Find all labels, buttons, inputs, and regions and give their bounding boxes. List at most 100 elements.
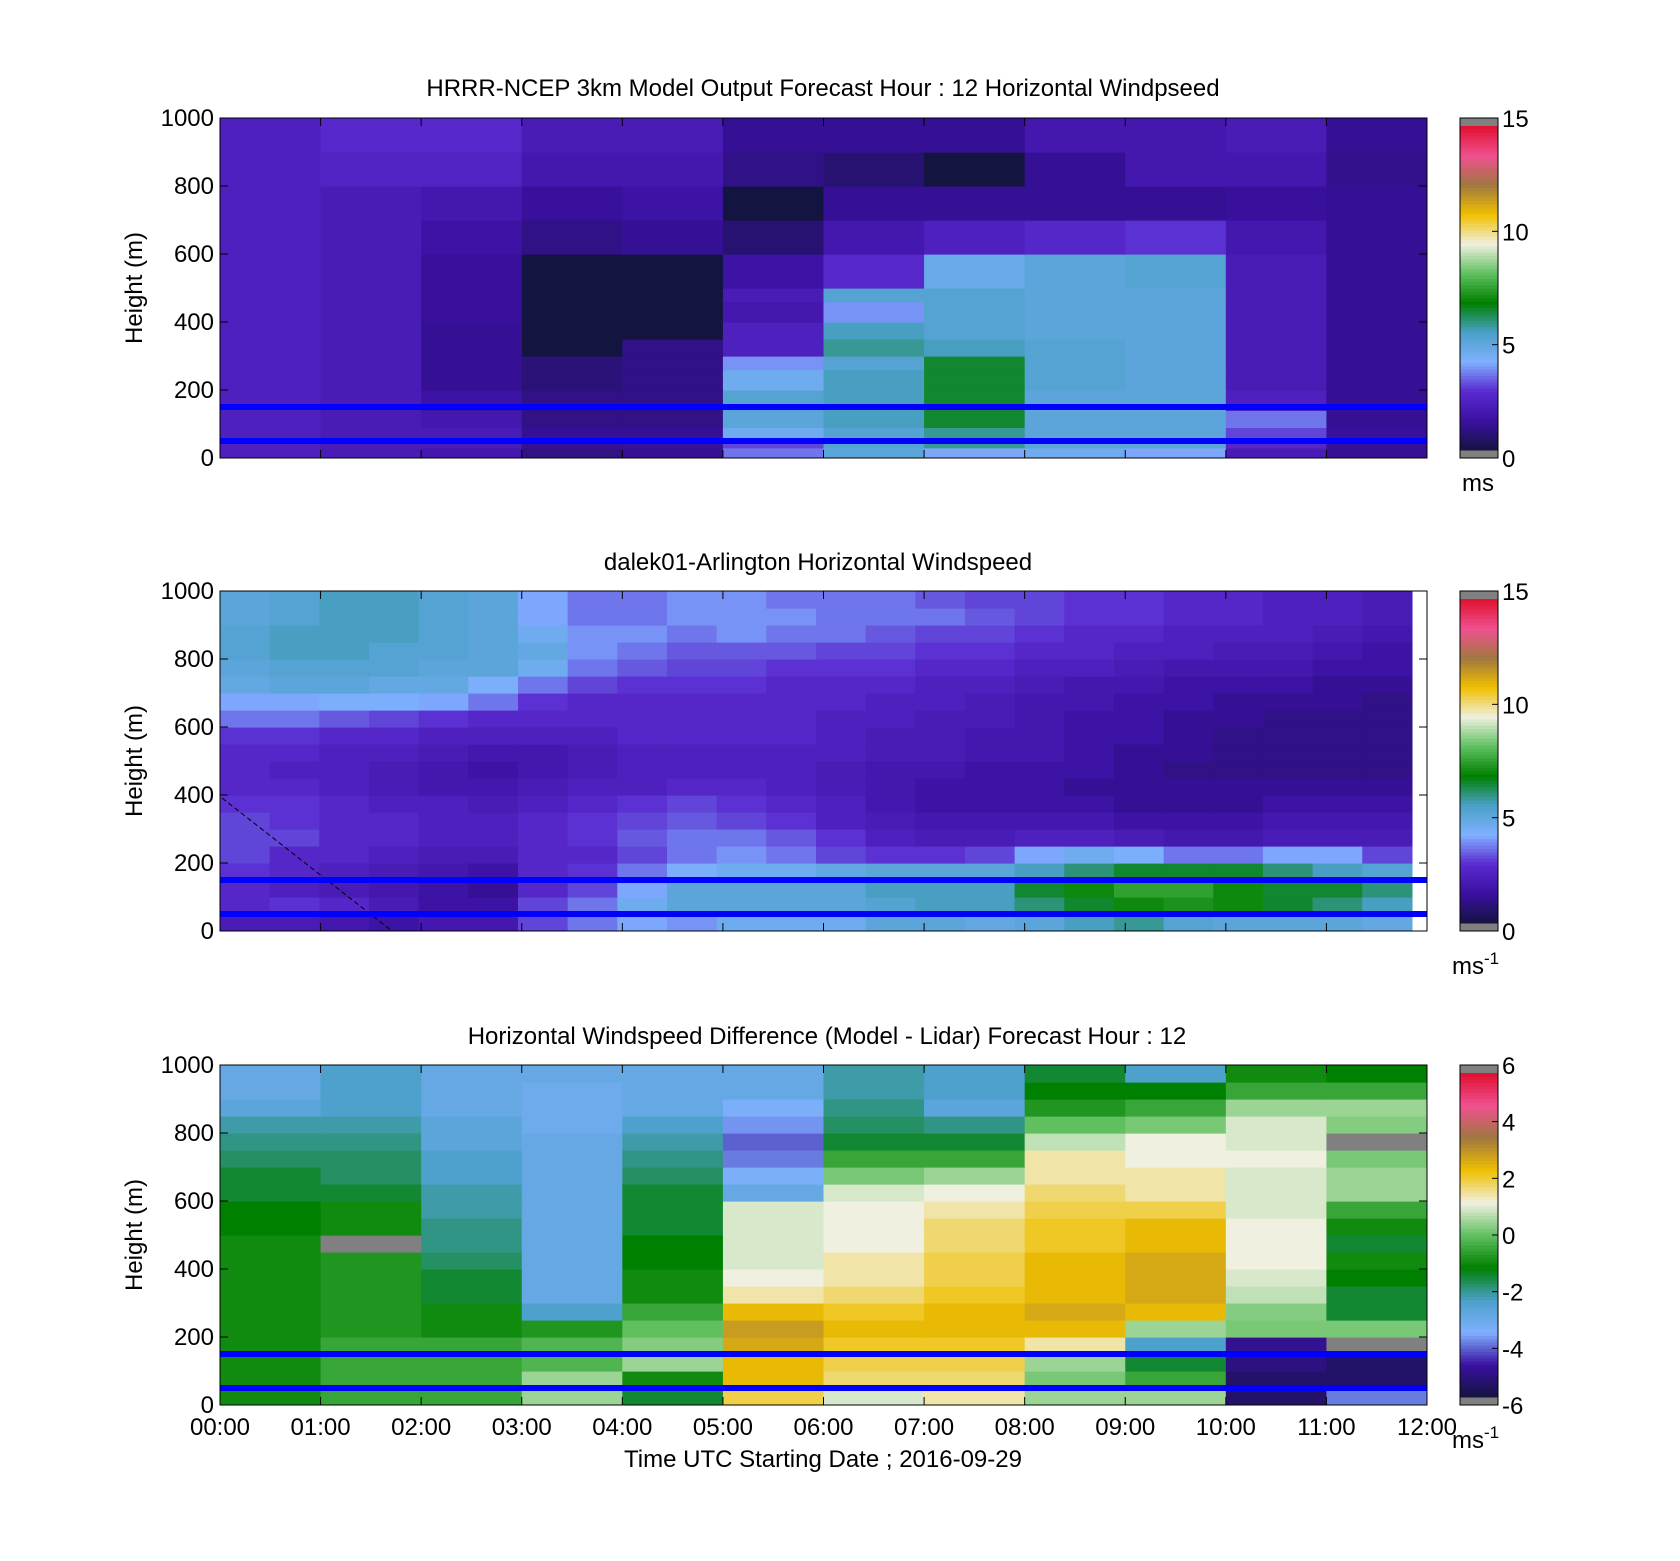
- heatmap-cell: [567, 710, 618, 728]
- heatmap-cell: [964, 693, 1016, 711]
- heatmap-cell: [1125, 1354, 1227, 1372]
- colorbar-swatch: [1460, 232, 1498, 237]
- heatmap-cell: [269, 744, 320, 762]
- heatmap-cell: [1125, 1201, 1227, 1219]
- heatmap-cell: [1113, 795, 1165, 813]
- y-tick-label: 800: [174, 173, 214, 200]
- heatmap-cell: [622, 369, 724, 391]
- heatmap-cell: [421, 1133, 523, 1151]
- colorbar-swatch: [1460, 1277, 1498, 1281]
- heatmap-cell: [1125, 447, 1227, 458]
- heatmap-cell: [1014, 863, 1065, 881]
- heatmap-cell: [320, 288, 422, 303]
- colorbar-swatch: [1460, 1118, 1498, 1123]
- heatmap-cell: [766, 795, 817, 813]
- heatmap-cell: [1163, 710, 1214, 728]
- heatmap-cell: [1326, 1201, 1427, 1219]
- heatmap-cell: [617, 659, 668, 677]
- heatmap-cell: [1326, 152, 1427, 187]
- colorbar-swatch: [1460, 336, 1498, 341]
- colorbar-swatch: [1460, 168, 1498, 172]
- x-tick-label: 04:00: [592, 1414, 652, 1441]
- heatmap-cell: [622, 118, 724, 153]
- colorbar-swatch: [1460, 1154, 1498, 1158]
- heatmap-cell: [815, 591, 867, 609]
- colorbar-swatch: [1460, 770, 1498, 775]
- heatmap-cell: [421, 1235, 523, 1253]
- heatmap-cell: [220, 591, 271, 609]
- heatmap-cell: [1262, 880, 1314, 898]
- colorbar-swatch: [1460, 660, 1498, 665]
- colorbar-tick-label: 0: [1502, 919, 1515, 946]
- heatmap-cell: [622, 1099, 724, 1117]
- heatmap-cell: [1125, 1371, 1227, 1389]
- heatmap-cell: [1024, 1371, 1126, 1389]
- colorbar-swatch: [1460, 786, 1498, 791]
- y-tick-label: 200: [174, 850, 214, 877]
- heatmap-cell: [521, 1354, 623, 1372]
- x-tick-label: 08:00: [995, 1414, 1055, 1441]
- colorbar-swatch: [1460, 1199, 1498, 1204]
- colorbar-swatch: [1460, 281, 1498, 286]
- heatmap-cell: [468, 727, 519, 745]
- colorbar-swatch: [1460, 602, 1498, 606]
- colorbar-swatch: [1460, 611, 1498, 616]
- heatmap-cell: [722, 1167, 825, 1185]
- colorbar-swatch: [1460, 440, 1498, 445]
- heatmap-cell: [716, 829, 767, 847]
- colorbar-swatch: [1460, 1348, 1498, 1353]
- heatmap-cell: [521, 1116, 623, 1134]
- heatmap-cell: [722, 1269, 825, 1287]
- heatmap-cell: [617, 812, 668, 830]
- colorbar-swatch: [1460, 407, 1498, 412]
- heatmap-cell: [468, 642, 519, 660]
- colorbar-swatch: [1460, 641, 1498, 645]
- heatmap-cell: [421, 301, 523, 323]
- heatmap-cell: [1312, 812, 1363, 830]
- heatmap-cell: [622, 1082, 724, 1100]
- heatmap-cell: [468, 863, 519, 881]
- heatmap-cell: [666, 880, 718, 898]
- heatmap-cell: [1113, 761, 1165, 779]
- heatmap-cell: [1213, 727, 1264, 745]
- heatmap-cell: [517, 659, 569, 677]
- heatmap-cell: [220, 676, 271, 694]
- heatmap-cell: [1163, 642, 1214, 660]
- colorbar-swatch: [1460, 683, 1498, 687]
- heatmap-cell: [320, 301, 422, 323]
- colorbar-swatch: [1460, 297, 1498, 302]
- heatmap-cell: [567, 812, 618, 830]
- heatmap-cell: [1326, 1133, 1427, 1151]
- heatmap-cell: [220, 369, 322, 391]
- colorbar-swatch: [1460, 132, 1498, 137]
- heatmap-cell: [1213, 846, 1264, 864]
- heatmap-cell: [269, 778, 320, 796]
- heatmap-cell: [220, 152, 322, 187]
- colorbar-swatch: [1460, 618, 1498, 623]
- colorbar-swatch: [1460, 748, 1498, 752]
- heatmap-cell: [924, 1184, 1026, 1202]
- heatmap-cell: [1312, 880, 1363, 898]
- x-tick-label: 11:00: [1297, 1414, 1355, 1441]
- colorbar-swatch: [1460, 764, 1498, 768]
- heatmap-cell: [319, 710, 370, 728]
- heatmap-cell: [421, 1303, 523, 1321]
- heatmap-cell: [521, 1235, 623, 1253]
- colorbar-swatch: [1460, 722, 1498, 726]
- colorbar-swatch: [1460, 1351, 1498, 1356]
- heatmap-cell: [1262, 591, 1314, 609]
- heatmap-cell: [368, 914, 420, 931]
- heatmap-cell: [815, 812, 867, 830]
- colorbar-cap: [1460, 1397, 1498, 1405]
- heatmap-cell: [964, 676, 1016, 694]
- panel-model: HRRR-NCEP 3km Model Output Forecast Hour…: [121, 75, 1529, 497]
- colorbar-swatch: [1460, 1137, 1498, 1142]
- colorbar-swatch: [1460, 686, 1498, 691]
- y-tick-label: 1000: [161, 105, 214, 132]
- heatmap-cell: [722, 1201, 825, 1219]
- reference-lines: [220, 404, 1427, 444]
- heatmap-cell: [915, 727, 966, 745]
- heatmap-cell: [1014, 897, 1065, 915]
- heatmap-cell: [924, 1133, 1026, 1151]
- heatmap-cell: [1225, 301, 1328, 323]
